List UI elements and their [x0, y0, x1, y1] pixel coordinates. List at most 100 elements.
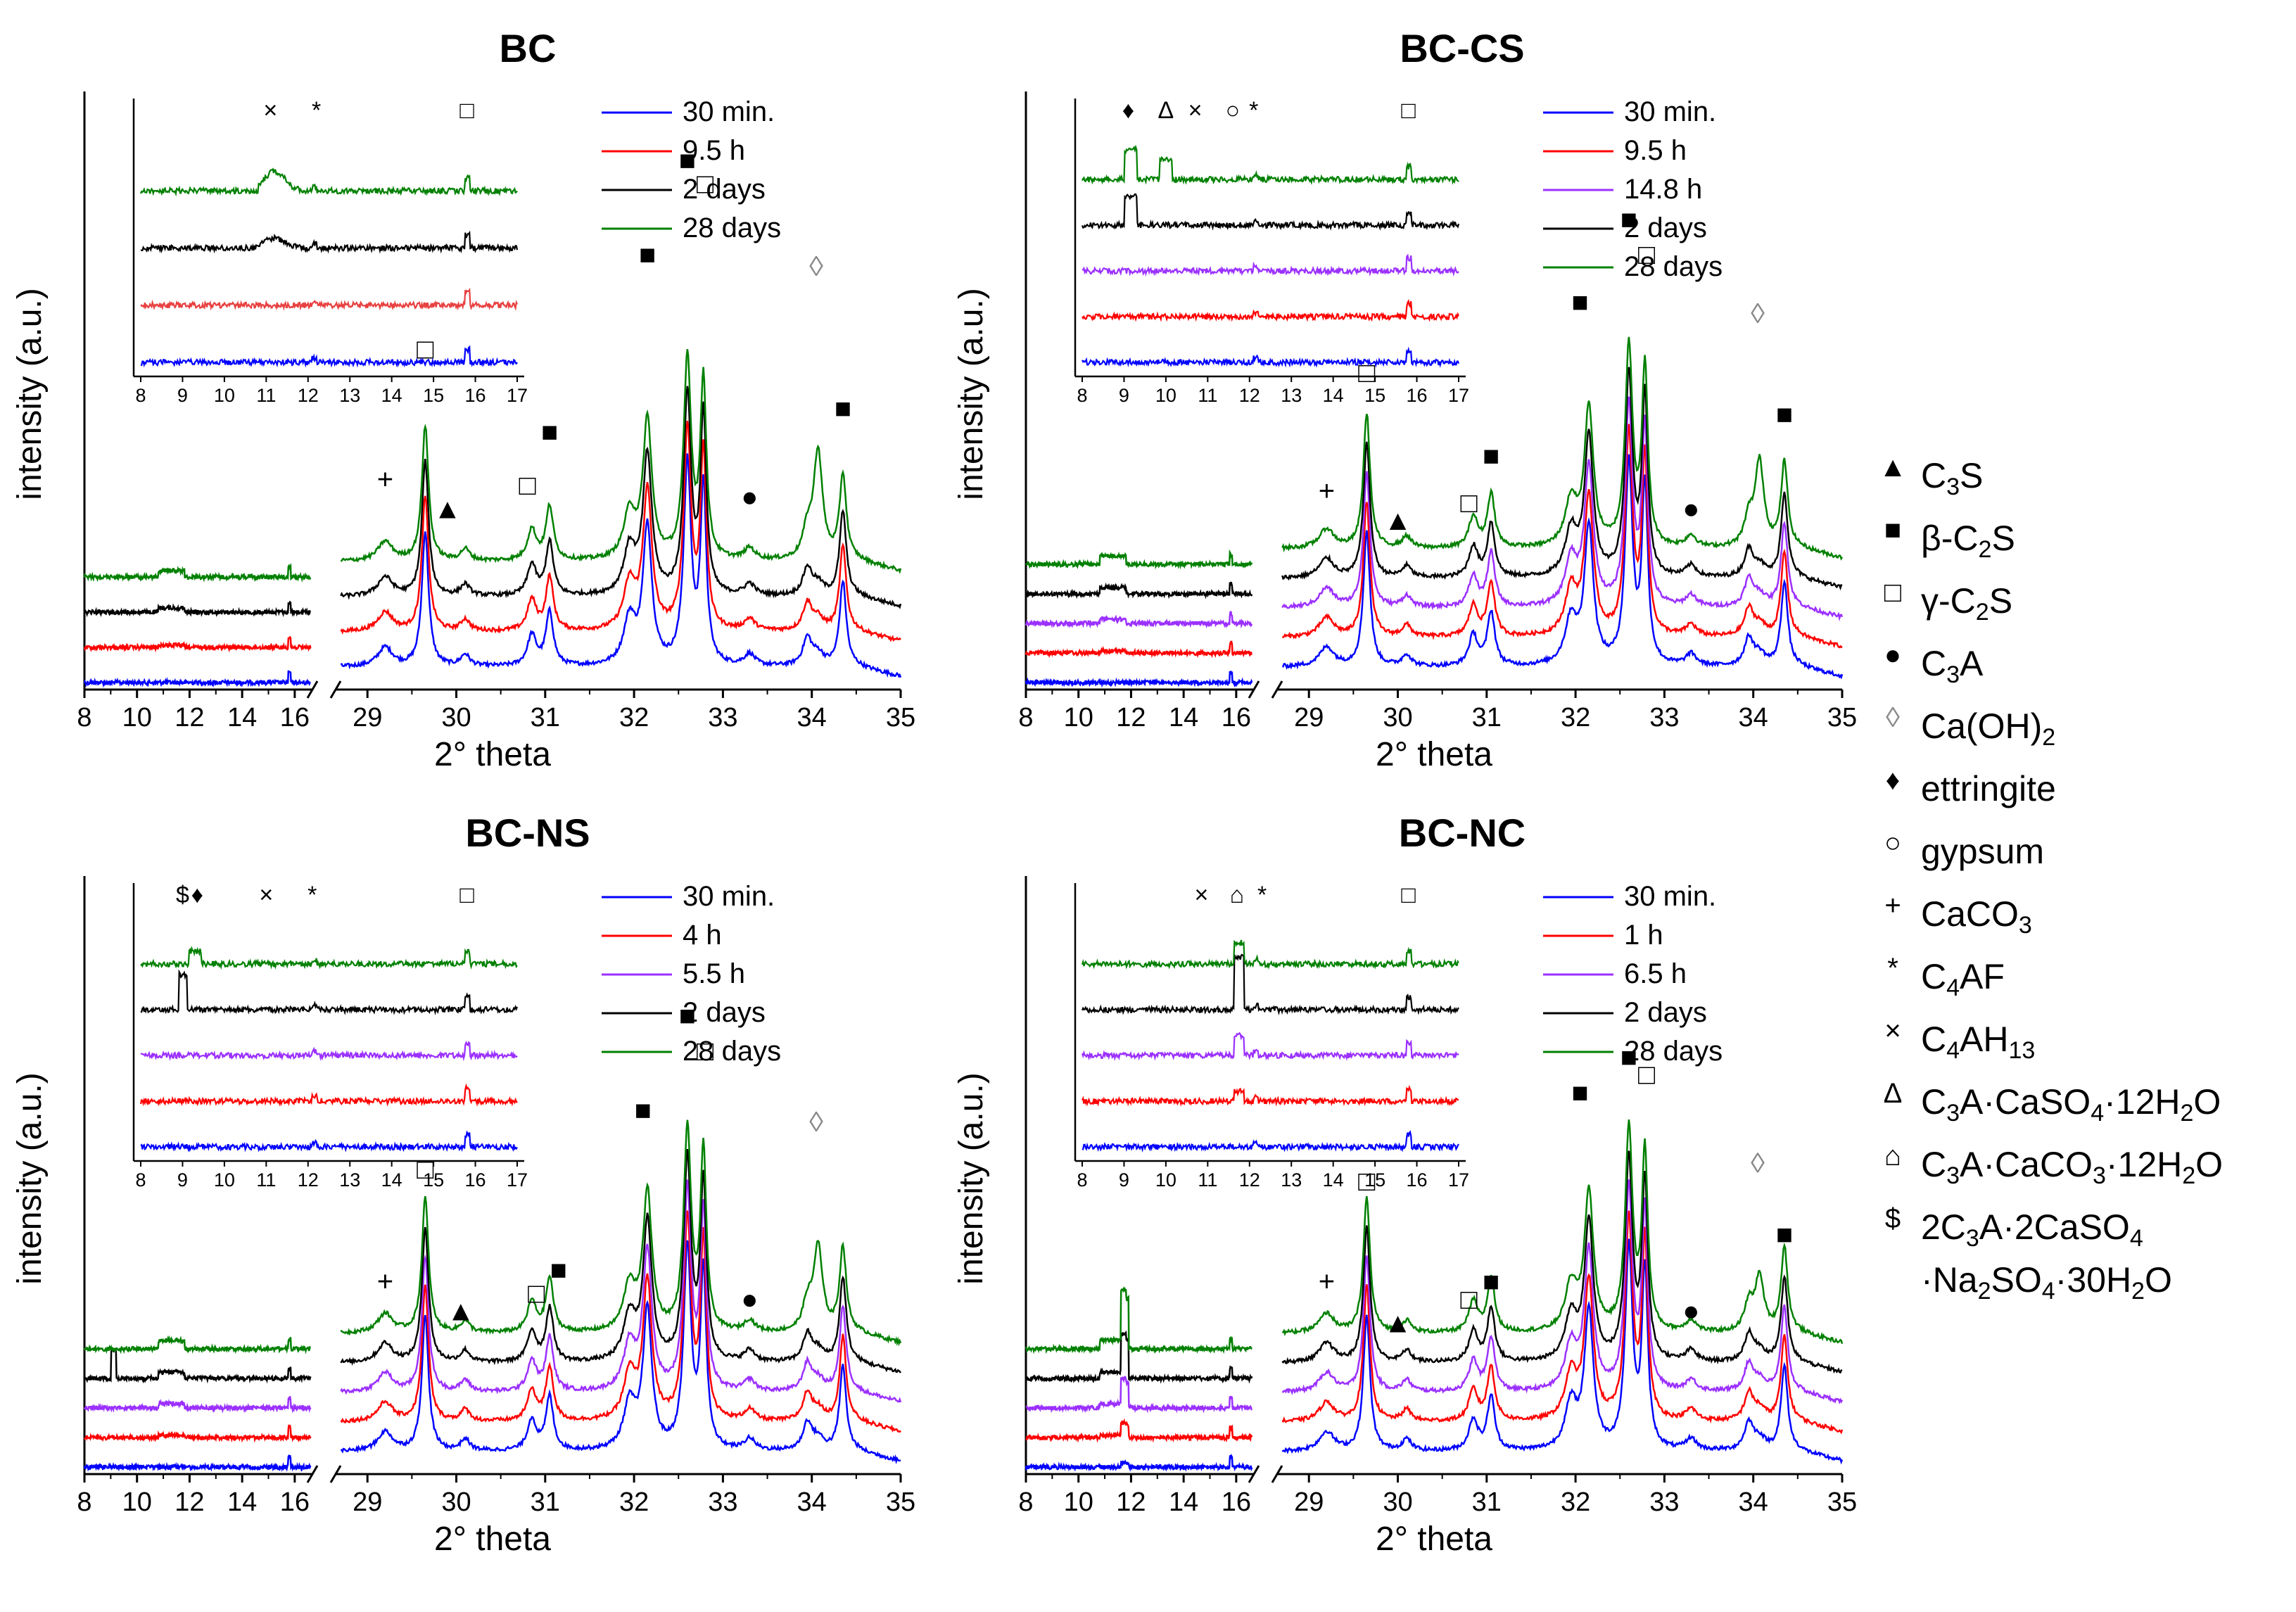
peak-marker: □ — [528, 1278, 545, 1309]
phase-legend-symbol: × — [1884, 1015, 1901, 1046]
peak-marker: □ — [1460, 1284, 1477, 1315]
inset-tick-label: 12 — [1239, 1169, 1260, 1191]
inset-series-line — [1082, 1084, 1459, 1107]
x-tick-label: 31 — [1472, 703, 1502, 732]
inset-peak-marker: × — [1194, 882, 1208, 908]
axis-break-mark — [306, 1465, 319, 1483]
peak-marker: ■ — [1571, 1077, 1588, 1108]
series-line-left — [1025, 1330, 1253, 1384]
phase-legend-label: C3A·CaCO3·12H2O — [1921, 1145, 2223, 1189]
series-line-left — [1025, 671, 1253, 688]
panel-bc: BC intensity (a.u.) 8 10 12 14 16 29 30 31 32 33 34 3… — [11, 26, 915, 773]
x-tick-label: 16 — [1222, 1487, 1251, 1517]
peak-marker: □ — [519, 470, 535, 501]
x-tick-label: 34 — [797, 1487, 827, 1517]
inset-peak-marker: * — [1257, 882, 1267, 908]
y-axis-label: intensity (a.u.) — [953, 288, 990, 500]
inset-tick-label: 9 — [177, 1169, 188, 1191]
series-line-left — [83, 1347, 312, 1384]
inset-tick-label: 8 — [135, 1169, 146, 1191]
series-line-left — [83, 1424, 312, 1443]
series-line-left — [1025, 1453, 1253, 1472]
phase-legend: ▲ C3S ■ β-C2S □ γ-C2S ● C3A ◊ Ca(OH)2 ♦ ettringite ○… — [1879, 452, 2223, 1305]
legend-label: 28 days — [1624, 1036, 1723, 1067]
inset-series-line — [1082, 299, 1460, 322]
series-line-left — [1025, 640, 1252, 659]
panel-title: BC-NC — [1399, 811, 1526, 855]
series-line-right — [1282, 424, 1843, 649]
phase-legend-label: 2C3A·2CaSO4 — [1921, 1207, 2143, 1252]
panel-title: BC-CS — [1400, 26, 1524, 70]
panel-bc-ns: BC-NS intensity (a.u.) 8 10 12 14 16 29 30 31 32 33… — [11, 811, 915, 1558]
peak-marker: ■ — [1620, 204, 1637, 235]
inset-peak-marker: * — [307, 882, 317, 908]
inset-tick-label: 15 — [1364, 1169, 1385, 1191]
legend-label: 5.5 h — [683, 958, 745, 989]
x-tick-label: 30 — [1383, 703, 1412, 732]
phase-legend-symbol: * — [1887, 953, 1898, 984]
inset-peak-marker: ♦ — [1122, 97, 1134, 124]
axis-break-mark — [306, 680, 319, 699]
peak-marker: □ — [697, 1036, 713, 1067]
inset-tick-label: 16 — [1407, 385, 1428, 406]
peak-marker: ▲ — [433, 493, 462, 524]
x-axis-label: 2° theta — [1376, 1521, 1492, 1558]
series-line-left — [1025, 581, 1253, 599]
x-tick-label: 14 — [1169, 703, 1198, 732]
series-line-right — [1282, 454, 1844, 680]
axis-break-mark — [1248, 1465, 1260, 1483]
inset-series-line — [1081, 953, 1459, 1016]
peak-marker: ■ — [1776, 399, 1793, 430]
peak-marker: □ — [1638, 1060, 1655, 1091]
peak-marker: ◊ — [1751, 298, 1765, 329]
series-line-right — [1281, 1238, 1844, 1465]
phase-legend-label: γ-C2S — [1921, 581, 2012, 626]
inset-tick-label: 8 — [1077, 385, 1087, 406]
axis-break-mark — [329, 680, 342, 699]
peak-marker: ● — [1682, 1296, 1699, 1327]
legend-label: 14.8 h — [1624, 174, 1702, 205]
series-line-left — [83, 1454, 312, 1472]
peak-marker: ■ — [1483, 1267, 1499, 1297]
legend-label: 28 days — [1624, 251, 1723, 282]
series-line-right — [340, 1119, 902, 1347]
inset-series-line — [1082, 144, 1459, 186]
series-line-left — [1025, 549, 1253, 570]
x-tick-label: 12 — [1116, 1487, 1146, 1517]
legend-label: 2 days — [683, 997, 766, 1028]
series-line-right — [1281, 396, 1844, 622]
series-line-left — [84, 600, 311, 618]
phase-legend-symbol: + — [1884, 890, 1901, 921]
inset-peak-marker: ○ — [1226, 97, 1241, 124]
series-line-left — [83, 635, 312, 653]
legend-label: 6.5 h — [1624, 958, 1687, 989]
series-line-right — [340, 1179, 902, 1403]
x-tick-label: 10 — [122, 1487, 152, 1517]
peak-marker: ◊ — [809, 1107, 823, 1138]
inset-tick-label: 16 — [465, 1169, 486, 1191]
panel-bc-nc: BC-NC intensity (a.u.) 8 10 12 14 16 29 30 31 32 33… — [953, 811, 1857, 1558]
inset-series-line — [1082, 1130, 1459, 1153]
x-tick-label: 14 — [1169, 1487, 1198, 1517]
x-tick-label: 12 — [175, 703, 204, 732]
peak-marker: ▲ — [1384, 1307, 1412, 1338]
x-tick-label: 35 — [1827, 703, 1857, 732]
panel-title: BC — [500, 26, 557, 70]
peak-marker: ■ — [541, 417, 558, 448]
inset-tick-label: 17 — [507, 1169, 528, 1191]
phase-legend-label: gypsum — [1921, 832, 2044, 871]
phase-legend-label: ·Na2SO4·30H2O — [1921, 1260, 2172, 1305]
phase-legend-symbol: □ — [1884, 577, 1901, 608]
peak-marker: □ — [697, 168, 713, 199]
inset-peak-marker: $ — [176, 882, 189, 908]
x-tick-label: 34 — [797, 703, 827, 732]
series-line-left — [83, 562, 312, 583]
series-line-right — [340, 1210, 901, 1433]
x-tick-label: 33 — [708, 703, 737, 732]
inset-tick-label: 10 — [214, 385, 235, 406]
peak-marker: ■ — [679, 145, 696, 176]
inset-tick-label: 15 — [423, 385, 444, 406]
peak-marker: □ — [1638, 239, 1655, 270]
series-line-left — [1025, 611, 1253, 629]
